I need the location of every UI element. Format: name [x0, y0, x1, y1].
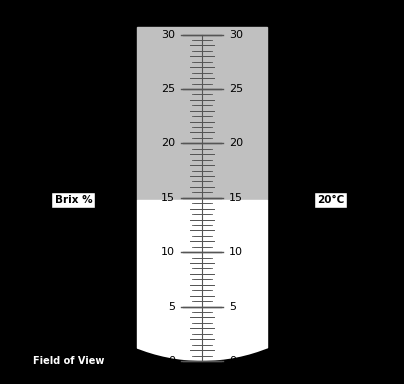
Circle shape [25, 8, 379, 361]
Bar [137, 27, 267, 200]
Text: 10: 10 [229, 247, 243, 257]
Text: 5: 5 [229, 301, 236, 311]
Text: 5: 5 [168, 301, 175, 311]
Text: 0: 0 [168, 356, 175, 366]
Text: 30: 30 [161, 30, 175, 40]
Text: 0: 0 [229, 356, 236, 366]
Text: 25: 25 [161, 84, 175, 94]
Text: 15: 15 [229, 193, 243, 203]
Text: 25: 25 [229, 84, 243, 94]
Text: Field of View: Field of View [33, 356, 104, 366]
Text: 15: 15 [161, 193, 175, 203]
Text: 20: 20 [161, 138, 175, 148]
Text: Brix %: Brix % [55, 195, 92, 205]
Text: 20°C: 20°C [317, 195, 344, 205]
Text: 20: 20 [229, 138, 243, 148]
Text: 10: 10 [161, 247, 175, 257]
Bar [137, 200, 267, 372]
Text: 30: 30 [229, 30, 243, 40]
